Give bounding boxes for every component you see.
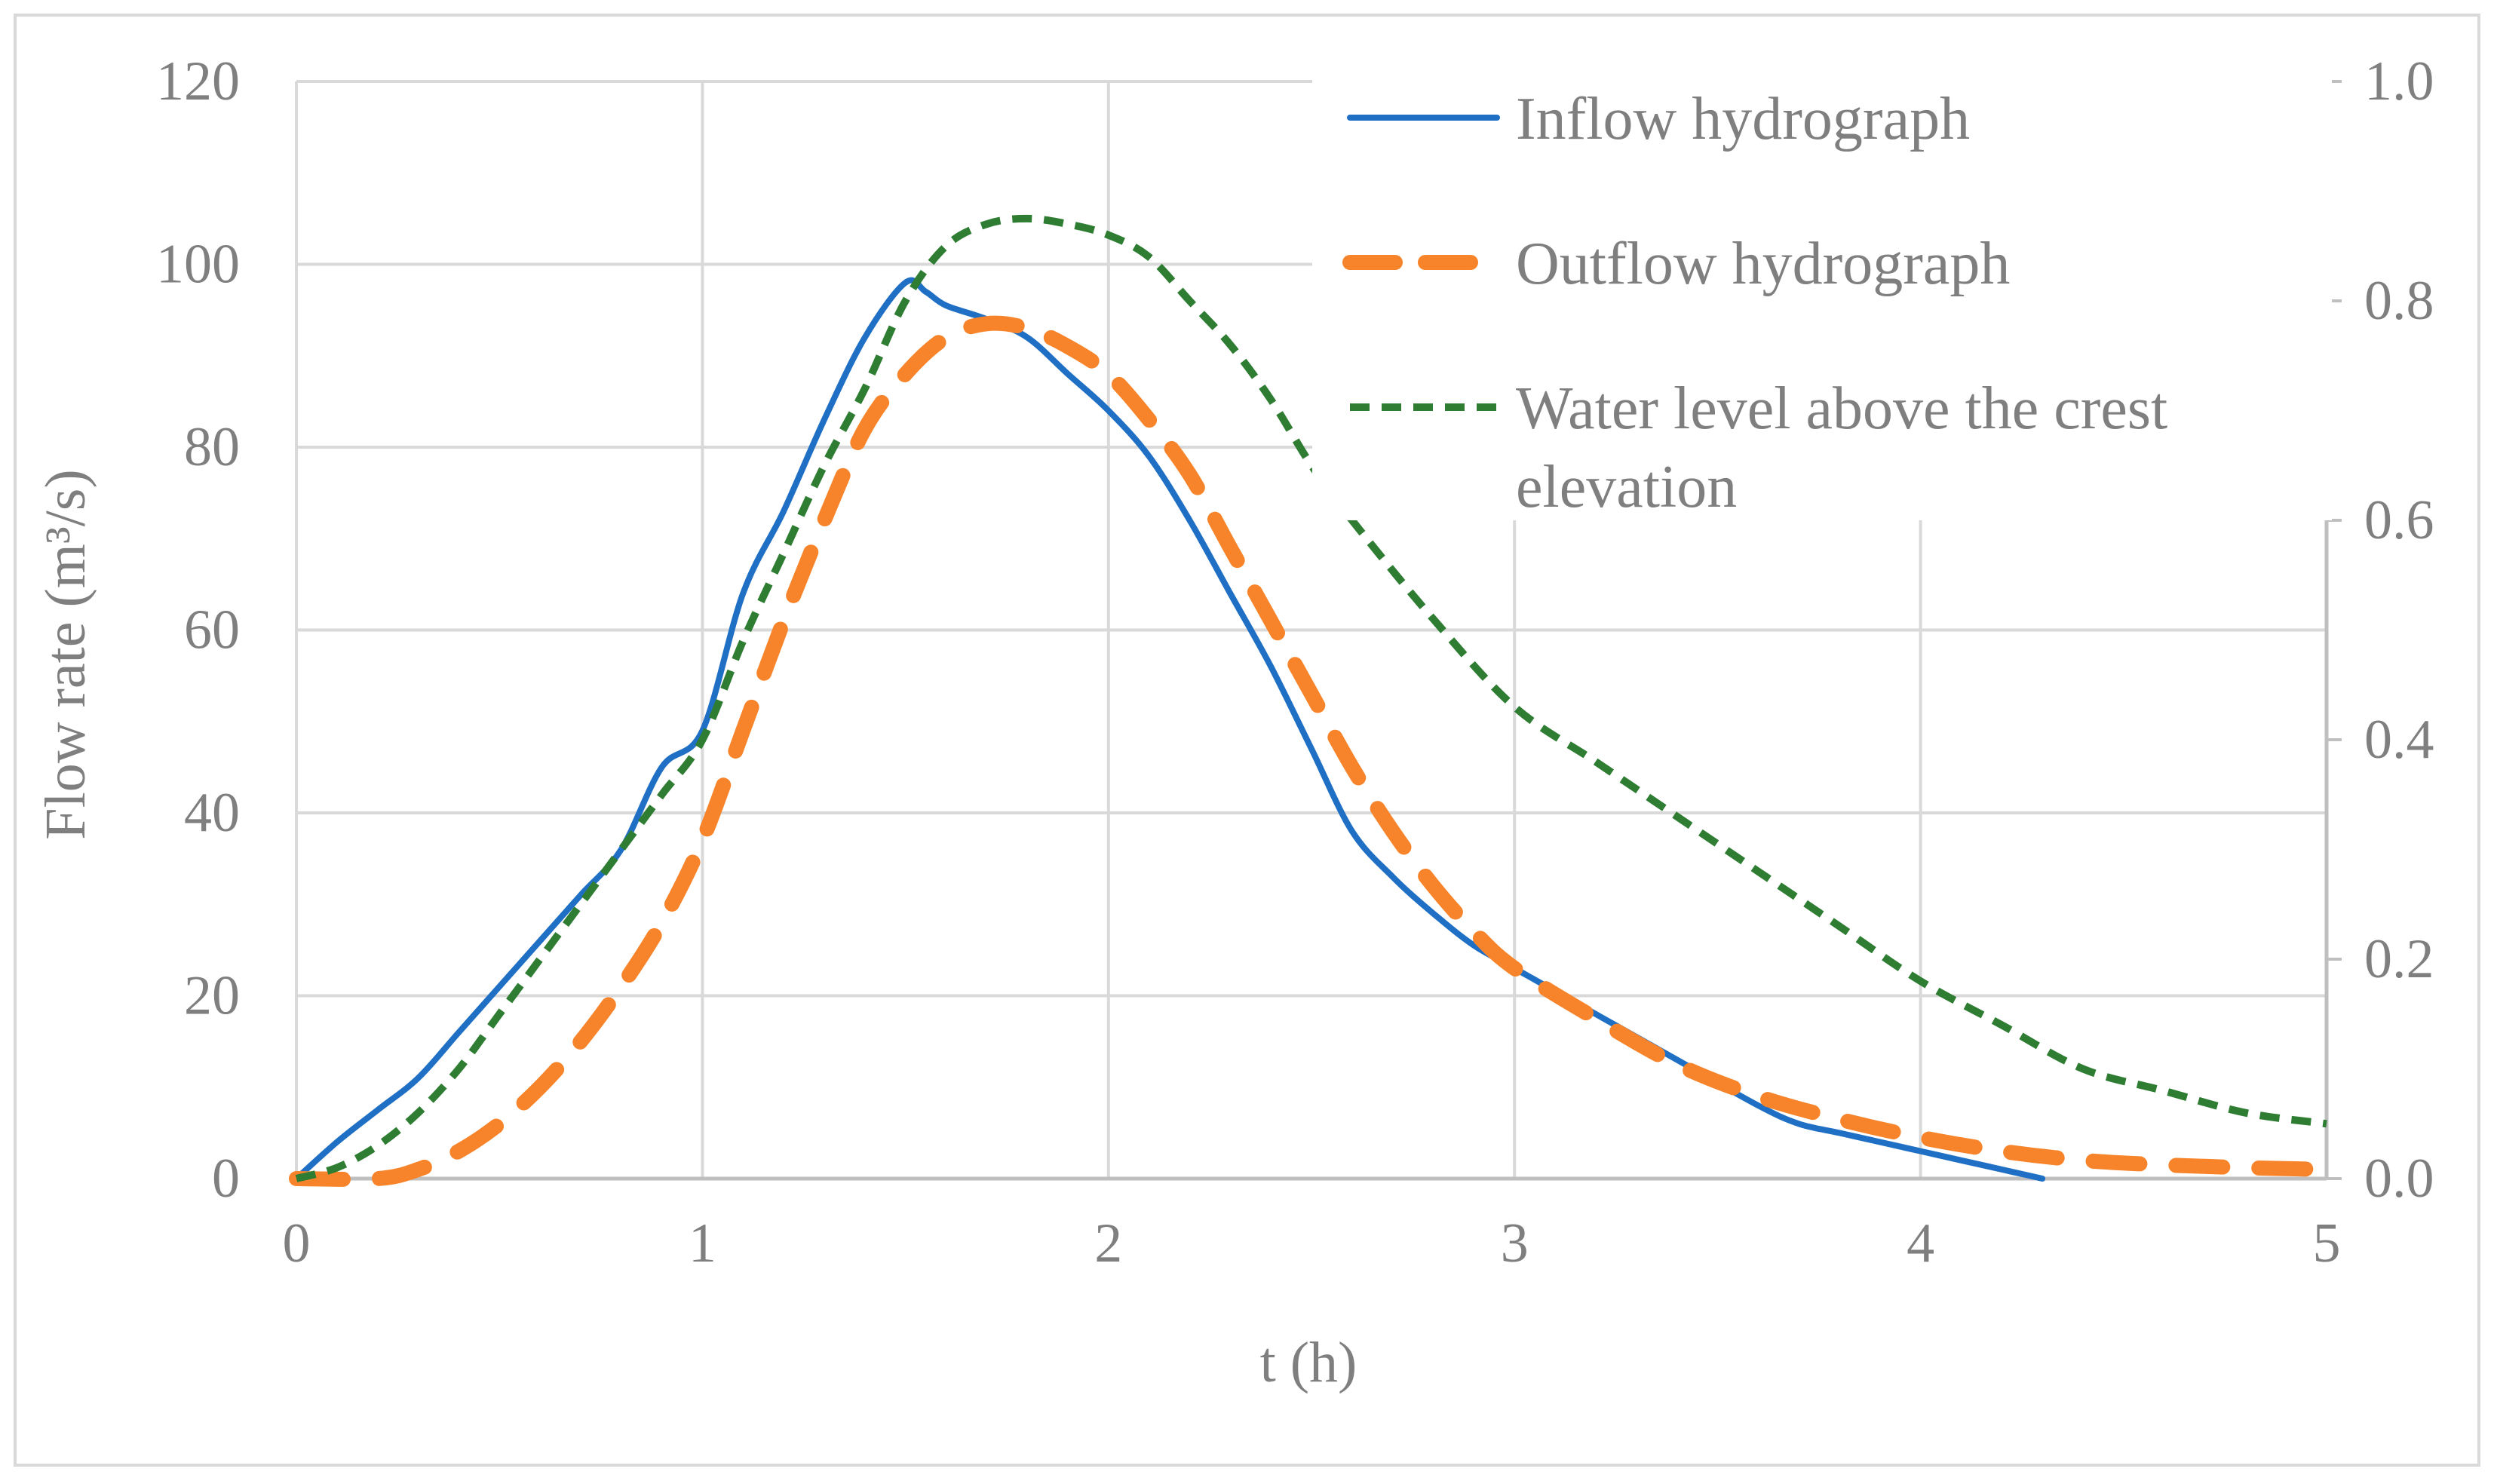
labels: t (h) Flow rate (m³/s) [34,469,1357,1394]
y2-tick-label: 0.2 [2364,928,2434,990]
x-tick-label: 2 [1094,1213,1122,1274]
series [289,214,2334,1187]
x-tick-label: 3 [1501,1213,1529,1274]
series-line-water-level-above-the-crest-elevation [295,214,2327,1182]
axes: 0 20 40 60 80 100 120 0.0 0.2 0.4 0.6 0.8 1.0 0 1 2 3 4 5 [156,51,2434,1274]
x-tick-label: 0 [283,1213,311,1274]
y-tick-label: 20 [184,965,240,1027]
legend-label: Inflow hydrograph [1516,86,1970,152]
series-line-outflow-hydrograph [289,315,2334,1187]
legend-label: Water level above the crest elevation [1516,376,2167,520]
legend: Inflow hydrograph Outflow hydrograph Water… [1312,38,2332,520]
x-tick-label: 5 [2313,1213,2341,1274]
y2-tick-label: 0.6 [2364,489,2434,551]
y2-tick-label: 0.8 [2364,270,2434,332]
y-tick-label: 120 [156,51,240,112]
legend-label: Outflow hydrograph [1516,231,2010,297]
y-tick-label: 40 [184,782,240,844]
x-tick-label: 4 [1907,1213,1934,1274]
y-tick-label: 60 [184,599,240,661]
y-axis-title: Flow rate (m³/s) [34,469,97,839]
y2-tick-label: 0.4 [2364,709,2434,771]
y-tick-label: 80 [184,416,240,478]
x-axis-title: t (h) [1260,1331,1357,1394]
y-tick-label: 100 [156,234,240,296]
y-tick-label: 0 [212,1148,240,1210]
y2-tick-label: 0.0 [2364,1148,2434,1210]
y2-tick-label: 1.0 [2364,51,2434,112]
x-tick-label: 1 [689,1213,716,1274]
